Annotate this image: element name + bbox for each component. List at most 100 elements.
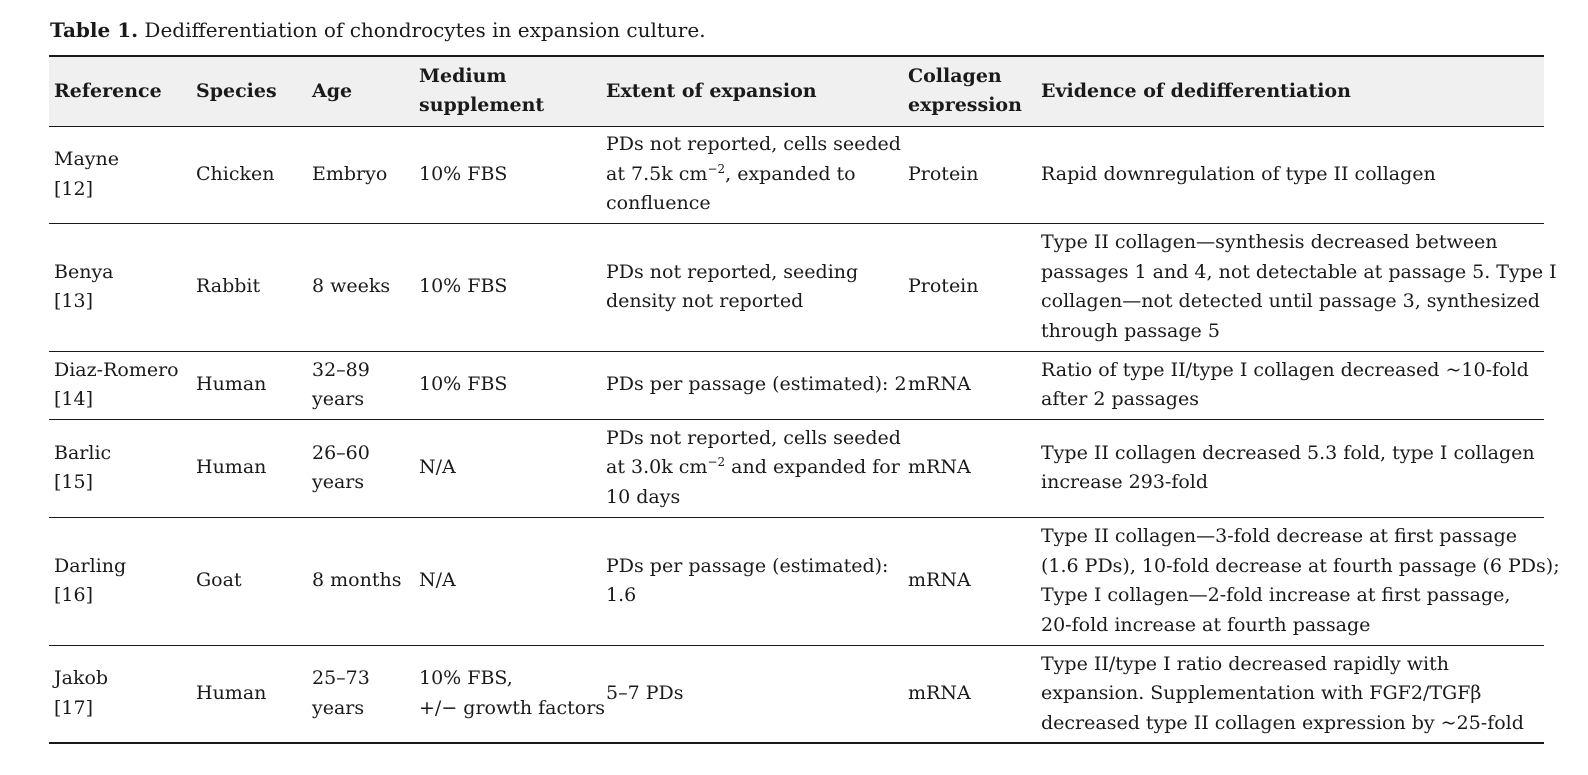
reference-citation: [17]	[54, 696, 94, 719]
cell-evidence: Type II/type I ratio decreased rapidly w…	[1036, 645, 1544, 744]
medium-line: 10% FBS,	[419, 667, 513, 690]
medium-line: 10% FBS	[419, 275, 508, 298]
expansion-line: 10 days	[606, 485, 681, 508]
header-age: Age	[307, 55, 414, 127]
cell-medium: 10% FBS	[414, 351, 601, 420]
table-row: Benya [13] Rabbit 8 weeks 10% FBS PDs no…	[49, 223, 1557, 352]
cell-species: Human	[191, 645, 307, 744]
reference-name: Diaz-Romero	[54, 358, 179, 381]
header-collagen-expression: Collagen expression	[903, 55, 1036, 127]
cell-species: Rabbit	[191, 223, 307, 352]
expansion-line: confluence	[606, 192, 711, 215]
cell-evidence: Rapid downregulation of type II collagen	[1036, 126, 1544, 224]
evidence-line: expansion. Supplementation with FGF2/TGF…	[1041, 682, 1482, 704]
cell-age: 26–60 years	[307, 419, 414, 518]
evidence-line: increase 293-fold	[1041, 471, 1209, 493]
cell-reference: Darling [16]	[49, 517, 191, 646]
cell-expansion: PDs not reported, cells seeded at 7.5k c…	[601, 126, 903, 224]
evidence-line: Type II collagen—synthesis decreased bet…	[1041, 231, 1498, 253]
reference-citation: [12]	[54, 177, 94, 200]
cell-reference: Jakob [17]	[49, 645, 191, 744]
evidence-line: Rapid downregulation of type II collagen	[1041, 162, 1436, 185]
age-line: 26–60	[312, 441, 370, 464]
medium-line: 10% FBS	[419, 162, 508, 185]
table-row: Mayne [12] Chicken Embryo 10% FBS PDs no…	[49, 126, 1544, 224]
cell-evidence: Type II collagen—3-fold decrease at firs…	[1036, 517, 1560, 646]
cell-species: Human	[191, 419, 307, 518]
table-row: Darling [16] Goat 8 months N/A PDs per p…	[49, 517, 1560, 646]
cell-collagen: mRNA	[903, 645, 1036, 744]
cell-reference: Barlic [15]	[49, 419, 191, 518]
header-collagen-line: expression	[908, 94, 1022, 117]
cell-species: Chicken	[191, 126, 307, 224]
cell-evidence: Ratio of type II/type I collagen decreas…	[1036, 351, 1544, 420]
age-line: years	[312, 696, 365, 719]
cell-evidence: Type II collagen decreased 5.3 fold, typ…	[1036, 419, 1544, 518]
age-line: 8 months	[312, 569, 402, 592]
expansion-text: at 3.0k cm	[606, 456, 708, 479]
table-caption: Table 1. Dedifferentiation of chondrocyt…	[50, 16, 706, 44]
reference-citation: [15]	[54, 471, 94, 493]
reference-citation: [13]	[54, 290, 94, 312]
expansion-text: and expanded for	[725, 456, 900, 479]
age-line: years	[312, 388, 365, 410]
medium-line: N/A	[419, 456, 456, 479]
table-row: Barlic [15] Human 26–60 years N/A PDs no…	[49, 419, 1544, 518]
expansion-line: at 7.5k cm−2, expanded to	[606, 160, 903, 190]
cell-collagen: mRNA	[903, 351, 1036, 420]
expansion-line: 1.6	[606, 584, 637, 606]
evidence-line: 20-fold increase at fourth passage	[1041, 613, 1371, 636]
cell-medium: 10% FBS	[414, 223, 601, 352]
cell-collagen: mRNA	[903, 517, 1036, 646]
evidence-line: after 2 passages	[1041, 388, 1199, 410]
cell-collagen: Protein	[903, 126, 1036, 224]
reference-name: Barlic	[54, 441, 112, 464]
medium-line: N/A	[419, 569, 456, 592]
cell-age: Embryo	[307, 126, 414, 224]
cell-expansion: 5–7 PDs	[601, 645, 903, 744]
cell-expansion: PDs not reported, cells seeded at 3.0k c…	[601, 419, 903, 518]
header-medium-line: Medium	[419, 64, 507, 87]
cell-reference: Diaz-Romero [14]	[49, 351, 191, 420]
age-line: Embryo	[312, 162, 388, 185]
header-medium-supplement: Medium supplement	[414, 55, 601, 127]
table-row: Diaz-Romero [14] Human 32–89 years 10% F…	[49, 351, 1544, 420]
reference-name: Darling	[54, 554, 127, 577]
cell-expansion: PDs not reported, seeding density not re…	[601, 223, 903, 352]
expansion-line: PDs per passage (estimated):	[606, 554, 889, 577]
cell-collagen: mRNA	[903, 419, 1036, 518]
evidence-line: (1.6 PDs), 10-fold decrease at fourth pa…	[1041, 554, 1560, 577]
age-line: 8 weeks	[312, 275, 391, 298]
evidence-line: passages 1 and 4, not detectable at pass…	[1041, 260, 1557, 283]
medium-line: +/− growth factors	[419, 696, 606, 719]
superscript: −2	[707, 455, 726, 470]
dedifferentiation-table: Reference Species Age Medium supplement …	[49, 55, 1560, 744]
evidence-line: collagen—not detected until passage 3, s…	[1041, 290, 1540, 312]
age-line: years	[312, 471, 365, 493]
expansion-line: PDs not reported, cells seeded	[606, 133, 901, 156]
expansion-text: , expanded to	[725, 162, 856, 185]
age-line: 25–73	[312, 667, 370, 690]
header-evidence: Evidence of dedifferentiation	[1036, 55, 1544, 127]
cell-age: 8 weeks	[307, 223, 414, 352]
expansion-line: 5–7 PDs	[606, 682, 684, 704]
cell-reference: Benya [13]	[49, 223, 191, 352]
expansion-line: density not reported	[606, 290, 804, 312]
reference-name: Jakob	[54, 667, 109, 690]
reference-citation: [16]	[54, 584, 94, 606]
reference-name: Mayne	[54, 148, 119, 170]
header-reference: Reference	[49, 55, 191, 127]
cell-expansion: PDs per passage (estimated): 2	[601, 351, 907, 420]
header-medium-line: supplement	[419, 94, 545, 117]
superscript: −2	[707, 161, 726, 176]
evidence-line: Type II/type I ratio decreased rapidly w…	[1041, 652, 1449, 675]
evidence-line: Type II collagen decreased 5.3 fold, typ…	[1041, 441, 1535, 464]
cell-medium: 10% FBS	[414, 126, 601, 224]
evidence-line: decreased type II collagen expression by…	[1041, 711, 1524, 734]
expansion-text: at 7.5k cm	[606, 162, 708, 185]
cell-age: 25–73 years	[307, 645, 414, 744]
cell-medium: N/A	[414, 419, 601, 518]
table-caption-label: Table 1.	[50, 18, 139, 42]
header-extent-of-expansion: Extent of expansion	[601, 55, 903, 127]
table-header-row: Reference Species Age Medium supplement …	[49, 55, 1544, 127]
